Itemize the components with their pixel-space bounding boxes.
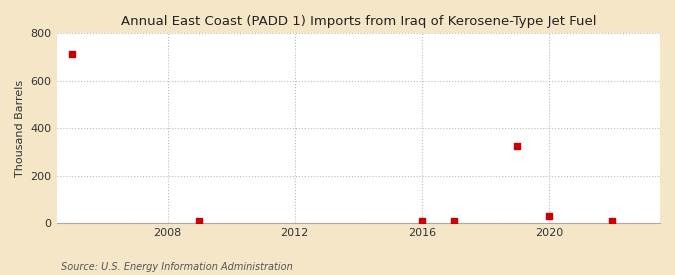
- Point: [543, 214, 554, 218]
- Point: [194, 219, 205, 223]
- Point: [512, 144, 522, 148]
- Text: Source: U.S. Energy Information Administration: Source: U.S. Energy Information Administ…: [61, 262, 292, 272]
- Title: Annual East Coast (PADD 1) Imports from Iraq of Kerosene-Type Jet Fuel: Annual East Coast (PADD 1) Imports from …: [121, 15, 596, 28]
- Y-axis label: Thousand Barrels: Thousand Barrels: [15, 80, 25, 177]
- Point: [416, 219, 427, 223]
- Point: [607, 219, 618, 223]
- Point: [448, 219, 459, 223]
- Point: [67, 51, 78, 56]
